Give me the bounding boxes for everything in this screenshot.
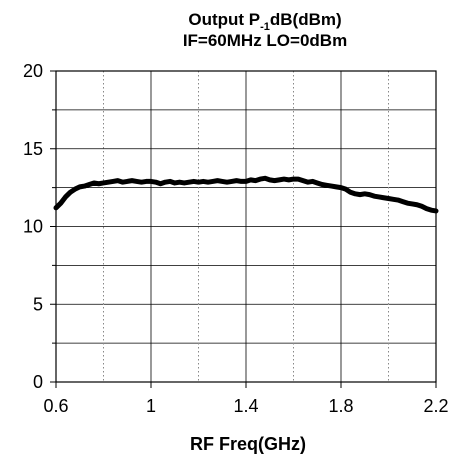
- x-tick-label: 0.6: [43, 396, 68, 416]
- x-axis-label: RF Freq(GHz): [190, 434, 306, 454]
- axis-ticks: [50, 70, 437, 388]
- y-tick-label: 20: [23, 61, 43, 81]
- chart-title-suffix: dB(dBm): [270, 10, 342, 29]
- y-tick-label: 10: [23, 217, 43, 237]
- series-layer: [53, 175, 439, 214]
- chart-title-prefix: Output P: [188, 10, 260, 29]
- chart-title-line1: Output P-1dB(dBm): [188, 10, 341, 33]
- y-tick-label: 15: [23, 139, 43, 159]
- x-tick-label: 1.8: [328, 396, 353, 416]
- grid: [56, 71, 436, 382]
- chart-title-line2: IF=60MHz LO=0dBm: [183, 31, 347, 50]
- chart-title-subscript: -1: [260, 21, 270, 33]
- tick-labels: 0 5 10 15 20 0.6 1 1.4 1.8 2.2: [23, 61, 449, 416]
- x-tick-label: 1: [146, 396, 156, 416]
- series-line: [53, 175, 439, 214]
- y-tick-label: 0: [33, 372, 43, 392]
- x-tick-label: 2.2: [423, 396, 448, 416]
- y-tick-label: 5: [33, 294, 43, 314]
- x-tick-label: 1.4: [233, 396, 258, 416]
